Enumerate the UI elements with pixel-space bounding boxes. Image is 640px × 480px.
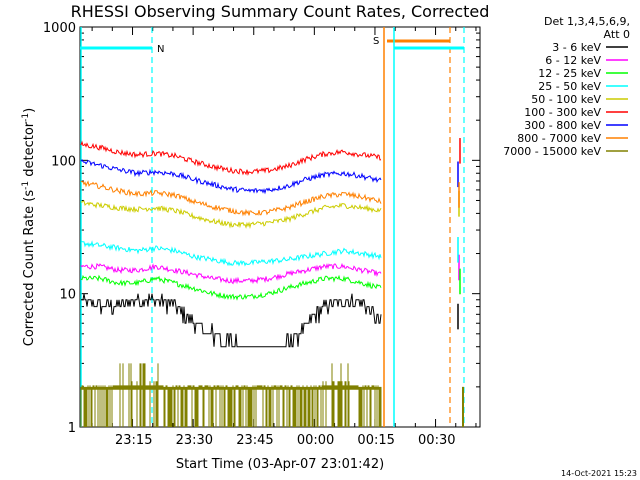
series-6to12kev xyxy=(80,262,382,285)
series-800to7000kev xyxy=(80,180,382,217)
y-tick-label: 10 xyxy=(59,288,76,303)
legend-label: 12 - 25 keV xyxy=(538,67,601,80)
series-3to6kev xyxy=(81,293,382,348)
legend-header-line1: Det 1,3,4,5,6,9, xyxy=(544,15,630,28)
legend-label: 300 - 800 keV xyxy=(524,119,601,132)
annotation-bands: NS xyxy=(80,27,465,427)
x-tick-label: 00:30 xyxy=(418,433,455,448)
series-group xyxy=(80,138,464,427)
series-12to25kev xyxy=(80,274,382,301)
legend-label: 25 - 50 keV xyxy=(538,80,601,93)
series-25to50kev xyxy=(80,240,382,267)
x-tick-label: 23:30 xyxy=(176,433,213,448)
legend-header-line2: Att 0 xyxy=(604,28,630,41)
plot-frame xyxy=(79,26,481,428)
legend-label: 7000 - 15000 keV xyxy=(503,145,601,158)
x-tick-label: 23:45 xyxy=(236,433,273,448)
series-300to800kev xyxy=(80,159,382,195)
x-axis-label: Start Time (03-Apr-07 23:01:42) xyxy=(176,457,384,472)
chart-title: RHESSI Observing Summary Count Rates, Co… xyxy=(71,2,490,21)
legend-label: 800 - 7000 keV xyxy=(517,132,601,145)
y-tick-label: 100 xyxy=(51,154,76,169)
legend-label: 50 - 100 keV xyxy=(531,93,601,106)
saa-label: S xyxy=(373,36,379,47)
night-label: N xyxy=(157,44,164,55)
legend-label: 6 - 12 keV xyxy=(545,54,601,67)
legend-label: 100 - 300 keV xyxy=(524,106,601,119)
series-7000to15000kev xyxy=(80,363,382,427)
x-tick-label: 23:15 xyxy=(115,433,152,448)
y-tick-label: 1000 xyxy=(43,21,76,36)
x-tick-label: 00:00 xyxy=(297,433,334,448)
series-50to100kev xyxy=(80,200,382,229)
series-100to300kev xyxy=(80,140,382,176)
legend-label: 3 - 6 keV xyxy=(552,41,601,54)
y-axis-label: Corrected Count Rate (s-1 detector-1) xyxy=(21,108,37,346)
axis-ticks: 1 10 100 1000 23:15 23:30 23:45 00:00 00:15 00:30 xyxy=(43,21,480,448)
y-tick-label: 1 xyxy=(68,421,76,436)
footer-date: 14-Oct-2021 15:23 xyxy=(561,469,637,478)
x-tick-label: 00:15 xyxy=(357,433,394,448)
